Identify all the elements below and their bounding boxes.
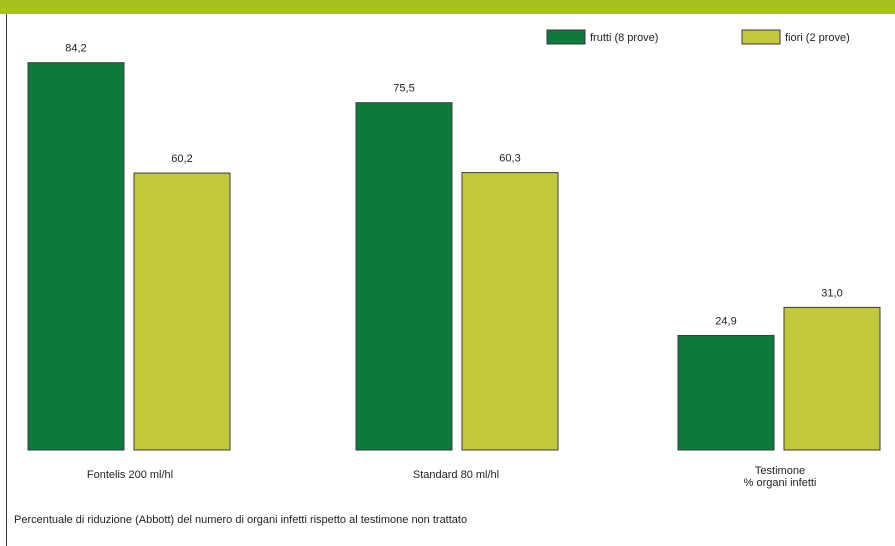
bar-fiori-2 — [461, 172, 559, 451]
bar-frutti-3 — [677, 334, 775, 451]
bar-fiori-3 — [783, 306, 881, 451]
category-labels-group: Fontelis 200 ml/hl Standard 80 ml/hl Testi… — [87, 465, 816, 489]
value-label-frutti-3: 24,9 — [715, 315, 736, 327]
value-labels-group: 84,2 75,5 24,9 60,2 60,3 31,0 — [65, 43, 842, 328]
value-label-frutti-2: 75,5 — [393, 83, 414, 95]
legend-swatch-frutti — [546, 29, 586, 45]
left-border-line — [6, 14, 7, 546]
top-color-band — [0, 0, 895, 14]
legend: frutti (8 prove) fiori (2 prove) — [546, 29, 850, 45]
chart-caption: Percentuale di riduzione (Abbott) del nu… — [14, 514, 468, 526]
bar-fiori-1 — [133, 172, 231, 451]
category-label-2: Standard 80 ml/hl — [413, 469, 499, 481]
value-label-fiori-2: 60,3 — [499, 153, 520, 165]
legend-label-frutti: frutti (8 prove) — [590, 32, 658, 44]
bar-frutti-1 — [27, 62, 125, 451]
legend-label-fiori: fiori (2 prove) — [785, 32, 850, 44]
legend-swatch-fiori — [741, 29, 781, 45]
category-label-3: Testimone% organi infetti — [744, 465, 817, 489]
value-label-frutti-1: 84,2 — [65, 43, 86, 55]
category-label-1: Fontelis 200 ml/hl — [87, 469, 173, 481]
bar-frutti-2 — [355, 102, 453, 451]
value-label-fiori-1: 60,2 — [171, 153, 192, 165]
value-label-fiori-3: 31,0 — [821, 287, 842, 299]
bars-group — [27, 62, 881, 451]
